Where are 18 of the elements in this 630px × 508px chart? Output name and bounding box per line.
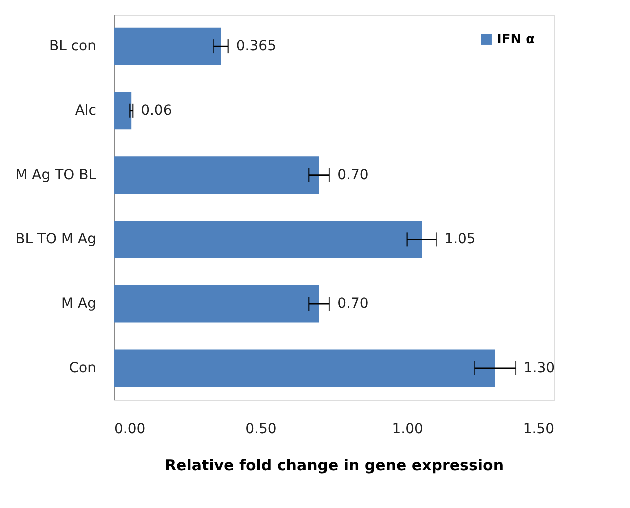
y-tick-label: BL TO M Ag <box>16 232 96 248</box>
x-tick-label: 1.00 <box>392 422 424 438</box>
data-label: 1.30 <box>524 360 556 376</box>
x-tick-label: 0.00 <box>114 422 146 438</box>
data-label: 0.70 <box>338 167 369 184</box>
y-tick-label: M Ag <box>62 296 96 312</box>
x-tick-label: 0.50 <box>246 422 277 438</box>
data-label: 1.05 <box>444 232 476 248</box>
y-tick-label: M Ag TO BL <box>16 167 97 184</box>
data-label: 0.365 <box>236 38 276 55</box>
y-tick-label: Alc <box>75 102 96 119</box>
x-tick-label: 1.50 <box>523 422 554 438</box>
data-label: 0.70 <box>338 296 369 312</box>
y-tick-label: Con <box>69 360 96 376</box>
data-label: 0.06 <box>141 102 172 119</box>
x-axis-title: Relative fold change in gene expression <box>164 456 504 474</box>
legend-label: IFN α <box>497 32 536 48</box>
y-tick-label: BL con <box>50 38 96 55</box>
